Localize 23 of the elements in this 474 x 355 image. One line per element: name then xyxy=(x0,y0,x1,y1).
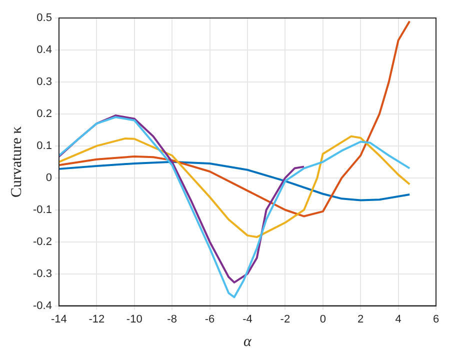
x-tick-label: 0 xyxy=(320,313,326,326)
x-tick-label: 4 xyxy=(395,313,402,326)
y-tick-label: 0.1 xyxy=(36,140,52,152)
y-tick-label: 0 xyxy=(46,172,52,184)
x-tick-label: -2 xyxy=(280,313,290,326)
x-tick-label: -6 xyxy=(204,313,215,326)
x-tick-label: -8 xyxy=(167,313,177,326)
x-tick-label: -10 xyxy=(126,313,142,326)
y-tick-label: 0.4 xyxy=(36,44,52,56)
x-tick-label: -14 xyxy=(51,313,67,326)
y-tick-label: -0.2 xyxy=(32,236,52,248)
x-tick-label: 2 xyxy=(358,313,364,326)
y-tick-label: -0.1 xyxy=(32,204,52,216)
y-tick-label: -0.4 xyxy=(32,300,52,312)
y-tick-label: 0.2 xyxy=(36,108,52,120)
y-tick-label: 0.3 xyxy=(36,76,52,88)
y-axis-title: Curvature κ xyxy=(8,126,25,198)
x-axis-title: α xyxy=(244,334,253,350)
x-tick-label: -12 xyxy=(88,313,105,326)
y-tick-label: -0.3 xyxy=(32,268,52,280)
x-tick-label: -4 xyxy=(242,313,252,326)
x-tick-label: 6 xyxy=(432,313,440,326)
y-tick-label: 0.5 xyxy=(36,12,52,24)
